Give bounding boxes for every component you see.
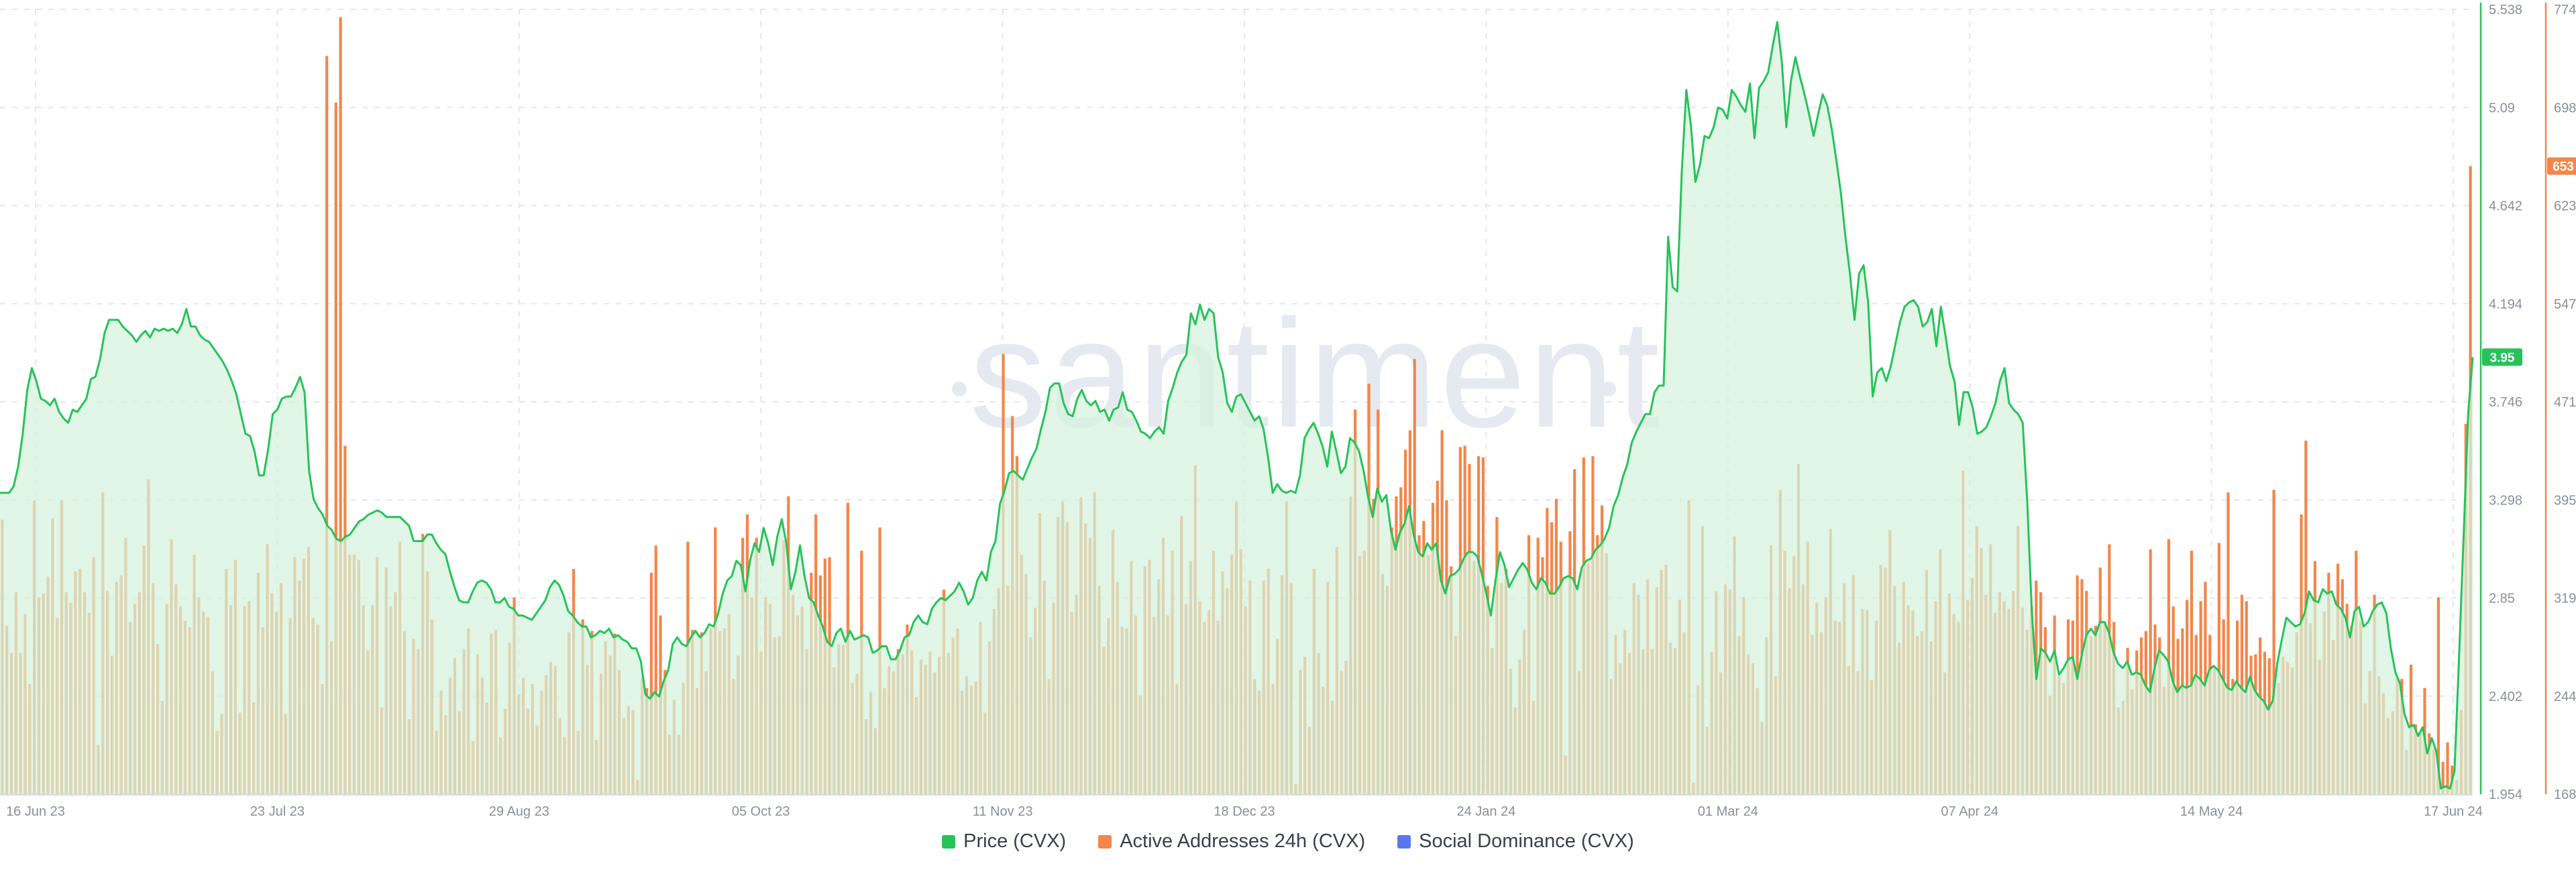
active-addresses-axis-tick-label: 623	[2554, 199, 2576, 214]
x-axis-tick-label: 29 Aug 23	[489, 804, 549, 819]
active-addresses-bar	[2217, 543, 2220, 794]
legend-swatch-price	[942, 834, 956, 849]
watermark-left-dot	[952, 382, 967, 396]
current-value-badges: 3.95 653	[2482, 157, 2576, 366]
active-addresses-bar	[2441, 761, 2445, 794]
active-addresses-bar	[2436, 597, 2440, 794]
legend-label-price: Price (CVX)	[963, 830, 1067, 852]
x-axis-tick-label: 16 Jun 23	[6, 804, 65, 819]
active-addresses-bar	[2149, 549, 2152, 794]
active-addresses-bar	[654, 545, 657, 794]
active-addresses-bar	[325, 56, 329, 794]
legend-item-price[interactable]: Price (CVX)	[942, 830, 1066, 853]
price-area-fill	[0, 21, 2473, 794]
x-axis-tick-label: 18 Dec 23	[1214, 804, 1275, 819]
legend-label-social-dominance: Social Dominance (CVX)	[1419, 830, 1634, 852]
price-axis-tick-label: 5.09	[2489, 101, 2515, 115]
active-addresses-bar	[649, 572, 653, 794]
price-axis-tick-label: 2.85	[2489, 592, 2515, 606]
active-addresses-bar	[339, 17, 342, 795]
price-axis-tick-label: 4.194	[2489, 297, 2522, 312]
active-addresses-bar	[2190, 551, 2194, 794]
watermark-right-dot	[1601, 382, 1616, 396]
x-axis-tick-label: 07 Apr 24	[1941, 804, 1998, 819]
price-line	[0, 21, 2474, 790]
x-axis-tick-label: 24 Jan 24	[1456, 804, 1515, 819]
price-axis-tick-label: 5.538	[2489, 3, 2522, 17]
price-axis: 5.538 5.09 4.642 4.194 3.746 3.298 2.85 2.402 1.…	[2479, 3, 2522, 802]
active-addresses-axis-tick-label: 395	[2554, 493, 2576, 508]
legend-swatch-active-addresses	[1098, 834, 1112, 849]
active-addresses-axis-tick-label: 244	[2554, 690, 2576, 704]
active-addresses-axis-tick-label: 471	[2554, 395, 2576, 410]
x-axis-tick-label: 01 Mar 24	[1698, 804, 1758, 819]
active-addresses-axis-tick-label: 168	[2554, 787, 2576, 802]
x-axis: 16 Jun 23 23 Jul 23 29 Aug 23 05 Oct 23 11 N…	[0, 794, 2483, 819]
active-addresses-bar	[2446, 742, 2449, 794]
active-addresses-axis-tick-label: 774	[2554, 3, 2576, 17]
legend: Price (CVX) Active Addresses 24h (CVX) S…	[0, 830, 2576, 853]
legend-label-active-addresses: Active Addresses 24h (CVX)	[1120, 830, 1366, 852]
legend-item-social-dominance[interactable]: Social Dominance (CVX)	[1397, 830, 1634, 853]
x-axis-tick-label: 11 Nov 23	[973, 804, 1033, 819]
active-addresses-bar	[334, 103, 337, 794]
active-addresses-axis-tick-label: 698	[2554, 101, 2576, 115]
x-axis-tick-label: 17 Jun 24	[2424, 804, 2483, 819]
active-addresses-badge-text: 653	[2553, 160, 2574, 174]
x-axis-tick-label: 05 Oct 23	[732, 804, 790, 819]
price-axis-tick-label: 3.746	[2489, 395, 2522, 410]
active-addresses-axis: 774 698 623 547 471 395 319 244 168	[2544, 3, 2576, 802]
price-axis-tick-label: 3.298	[2489, 493, 2522, 508]
active-addresses-axis-tick-label: 547	[2554, 297, 2576, 312]
price-badge	[2482, 348, 2522, 366]
legend-swatch-social-dominance	[1397, 834, 1411, 849]
price-axis-tick-label: 1.954	[2489, 787, 2522, 802]
active-addresses-badge	[2547, 157, 2576, 175]
price-axis-tick-label: 4.642	[2489, 199, 2522, 214]
x-axis-tick-label: 14 May 24	[2180, 804, 2243, 819]
x-axis-tick-label: 23 Jul 23	[250, 804, 305, 819]
price-area-series	[0, 21, 2474, 794]
active-addresses-bar	[2272, 490, 2275, 794]
active-addresses-axis-tick-label: 319	[2554, 592, 2576, 606]
active-addresses-bar	[2226, 492, 2230, 794]
price-badge-text: 3.95	[2490, 351, 2515, 365]
legend-item-active-addresses[interactable]: Active Addresses 24h (CVX)	[1098, 830, 1365, 853]
price-axis-tick-label: 2.402	[2489, 690, 2522, 704]
